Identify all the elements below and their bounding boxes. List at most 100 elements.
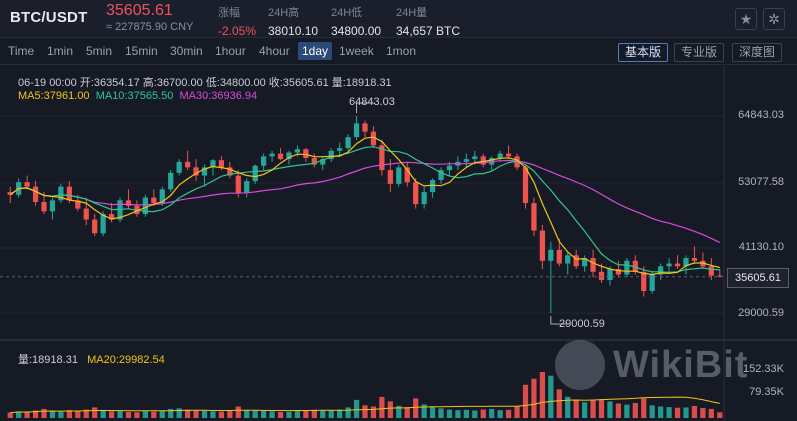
volume-bar: [556, 389, 562, 418]
volume-bar: [413, 398, 419, 418]
candle-body: [556, 249, 562, 264]
volume-bar: [455, 410, 461, 418]
stat-24h-low: 24H低 34800.00: [331, 4, 381, 38]
candle-body: [649, 274, 655, 292]
volume-bar: [16, 411, 22, 418]
volume-bar: [286, 411, 292, 418]
candle-body: [691, 258, 698, 261]
volume-bar: [24, 411, 30, 418]
candle-body: [286, 152, 292, 160]
candle-body: [497, 153, 503, 159]
volume-tick-label: 79.35K: [749, 386, 784, 398]
candle-body: [184, 161, 191, 168]
tab-15min[interactable]: 15min: [125, 44, 158, 58]
volume-bar: [522, 384, 529, 418]
volume-bar: [142, 411, 148, 418]
high-annotation: 64843.03: [349, 96, 395, 108]
tab-1mon[interactable]: 1mon: [386, 44, 417, 58]
candle-body: [151, 197, 157, 204]
candle-body: [582, 258, 588, 267]
volume-bar: [429, 406, 436, 418]
candle-body: [218, 160, 225, 168]
volume-bar: [235, 406, 241, 418]
candle-body: [624, 260, 630, 275]
volume-ma20-line: [10, 396, 720, 414]
ohlc-readout: 06-19 00:00 开:36354.17 高:36700.00 低:3480…: [18, 77, 392, 89]
volume-bar: [277, 411, 284, 418]
volume-bar: [176, 408, 182, 418]
volume-bar: [244, 409, 250, 418]
volume-bar: [7, 412, 13, 418]
last-price: 35605.61: [106, 2, 173, 19]
volume-bar: [108, 411, 115, 418]
volume-bar: [100, 409, 106, 418]
tab-1day[interactable]: 1day: [298, 42, 333, 60]
watermark: WikiBit: [555, 340, 748, 390]
view-depth-button[interactable]: 深度图: [732, 43, 783, 62]
trading-pair[interactable]: BTC/USDT: [10, 9, 88, 26]
candle-body: [294, 149, 301, 153]
candle-body: [49, 200, 56, 212]
view-basic-button[interactable]: 基本版: [618, 43, 669, 62]
y-tick-label: 41130.10: [738, 241, 784, 253]
watermark-text: WikiBit: [613, 343, 749, 386]
volume-tick-label: 152.33K: [743, 363, 784, 375]
candle-body: [311, 158, 317, 165]
volume-readout: 量:18918.31 MA20:29982.54: [18, 351, 165, 367]
volume-ma20-value: MA20:29982.54: [87, 354, 165, 366]
candle-body: [421, 192, 427, 205]
candle-body: [24, 182, 30, 187]
view-pro-button[interactable]: 专业版: [674, 43, 725, 62]
candle-body: [83, 208, 89, 220]
candle-body: [429, 179, 436, 193]
volume-bar: [396, 405, 402, 418]
volume-bar: [193, 410, 199, 418]
candle-body: [125, 200, 132, 206]
stat-24h-low-value: 34800.00: [331, 24, 382, 38]
tab-time[interactable]: Time: [8, 44, 35, 58]
candle-body: [142, 197, 148, 215]
tab-5min[interactable]: 5min: [86, 44, 113, 58]
tab-1hour[interactable]: 1hour: [215, 44, 246, 58]
candle-body: [58, 186, 64, 201]
settings-icon[interactable]: ✲: [763, 8, 785, 30]
candle-body: [32, 186, 39, 202]
volume-bar: [328, 410, 334, 418]
candle-body: [658, 266, 664, 275]
volume-bar: [573, 399, 579, 418]
volume-bar: [320, 410, 326, 418]
volume-bar: [32, 410, 39, 418]
stat-24h-high: 24H高 38010.10: [268, 4, 318, 38]
candle-body: [277, 153, 284, 160]
volume-bar: [41, 408, 47, 418]
candle-body: [176, 161, 182, 173]
candle-body: [641, 271, 647, 292]
volume-bar: [345, 407, 351, 418]
volume-bar: [311, 409, 317, 418]
volume-bar: [134, 412, 140, 418]
volume-bar: [674, 407, 681, 418]
volume-bar: [691, 405, 698, 418]
tab-30min[interactable]: 30min: [170, 44, 203, 58]
ma5-value: MA5:37961.00: [18, 90, 90, 102]
volume-bar: [539, 372, 546, 418]
stat-change: 涨幅 -2.05%: [218, 4, 256, 38]
ma30-value: MA30:36936.94: [179, 90, 258, 102]
candle-body: [100, 214, 106, 234]
tab-1min[interactable]: 1min: [47, 44, 74, 58]
candle-body: [404, 167, 410, 183]
candle-body: [472, 156, 478, 160]
volume-bar: [227, 411, 233, 418]
star-icon[interactable]: ★: [735, 8, 757, 30]
tab-4hour[interactable]: 4hour: [259, 44, 290, 58]
volume-bar: [362, 405, 368, 418]
ma5-line: [9, 136, 720, 276]
tab-1week[interactable]: 1week: [339, 44, 374, 58]
y-tick-label: 64843.03: [738, 109, 784, 121]
candle-body: [261, 156, 267, 166]
candle-body: [438, 170, 444, 180]
candle-body: [362, 123, 368, 132]
candle-body: [531, 203, 537, 231]
ma30-line: [9, 159, 721, 243]
candlestick-chart[interactable]: [0, 66, 797, 421]
